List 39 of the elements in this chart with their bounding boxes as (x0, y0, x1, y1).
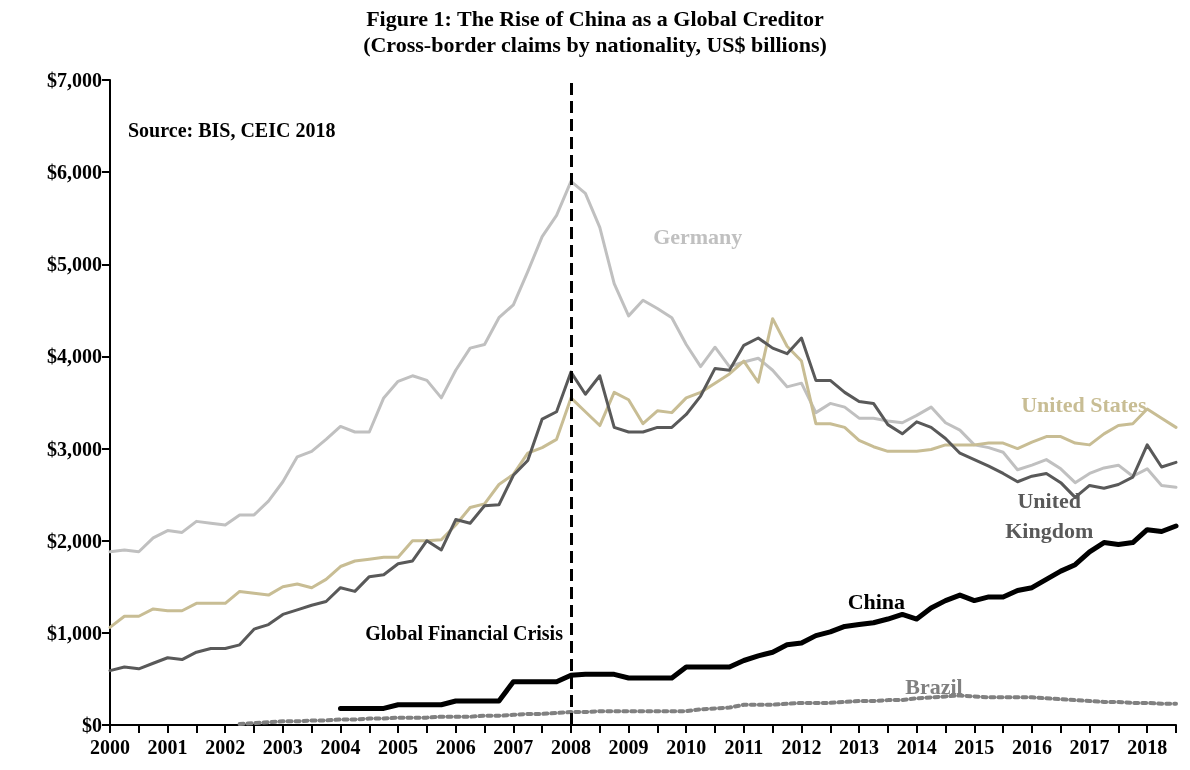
x-tick-label: 2001 (147, 736, 188, 758)
text: Germany (653, 224, 743, 250)
y-tick-label: $4,000 (47, 345, 102, 368)
x-tick-label: 2014 (896, 736, 937, 758)
annotation: Source: BIS, CEIC 2018 (128, 119, 336, 141)
series-label: China (847, 589, 906, 615)
ref-line-label: Global Financial Crisis (365, 622, 564, 644)
y-tick-label: $6,000 (47, 161, 102, 184)
x-tick-label: 2008 (550, 736, 591, 758)
x-tick-label: 2015 (954, 736, 995, 758)
chart-title: Figure 1: The Rise of China as a Global Creditor (366, 5, 825, 31)
x-tick-label: 2007 (493, 736, 534, 758)
y-tick-label: $2,000 (47, 529, 102, 552)
chart-subtitle: (Cross-border claims by nationality, US$ billions) (363, 31, 827, 57)
x-tick-label: 2012 (781, 736, 822, 758)
x-tick-label: 2004 (320, 736, 361, 758)
y-tick-label: $0 (82, 714, 102, 736)
x-tick-label: 2005 (378, 736, 419, 758)
series-label: United Kingdom (1005, 488, 1094, 544)
x-tick-label: 2006 (435, 736, 476, 758)
x-tick-label: 2010 (666, 736, 707, 758)
line-series (237, 693, 1178, 727)
series-label: Brazil (905, 673, 963, 699)
x-tick-label: 2003 (262, 736, 303, 758)
y-tick-label: $1,000 (47, 621, 102, 644)
x-tick-label: 2000 (90, 736, 130, 758)
x-tick-label: 2002 (205, 736, 246, 758)
line-series (108, 179, 1178, 554)
x-tick-label: 2017 (1069, 736, 1110, 758)
x-tick-label: 2011 (724, 736, 764, 758)
x-tick-label: 2009 (608, 736, 649, 758)
y-tick-label: $3,000 (47, 437, 102, 460)
x-tick-label: 2018 (1127, 736, 1168, 758)
line-series (108, 336, 1178, 673)
series-label: United States (1021, 391, 1147, 417)
x-tick-label: 2013 (839, 736, 880, 758)
x-tick-label: 2016 (1011, 736, 1052, 758)
y-tick-label: $5,000 (47, 253, 102, 276)
y-tick-label: $7,000 (47, 69, 102, 91)
